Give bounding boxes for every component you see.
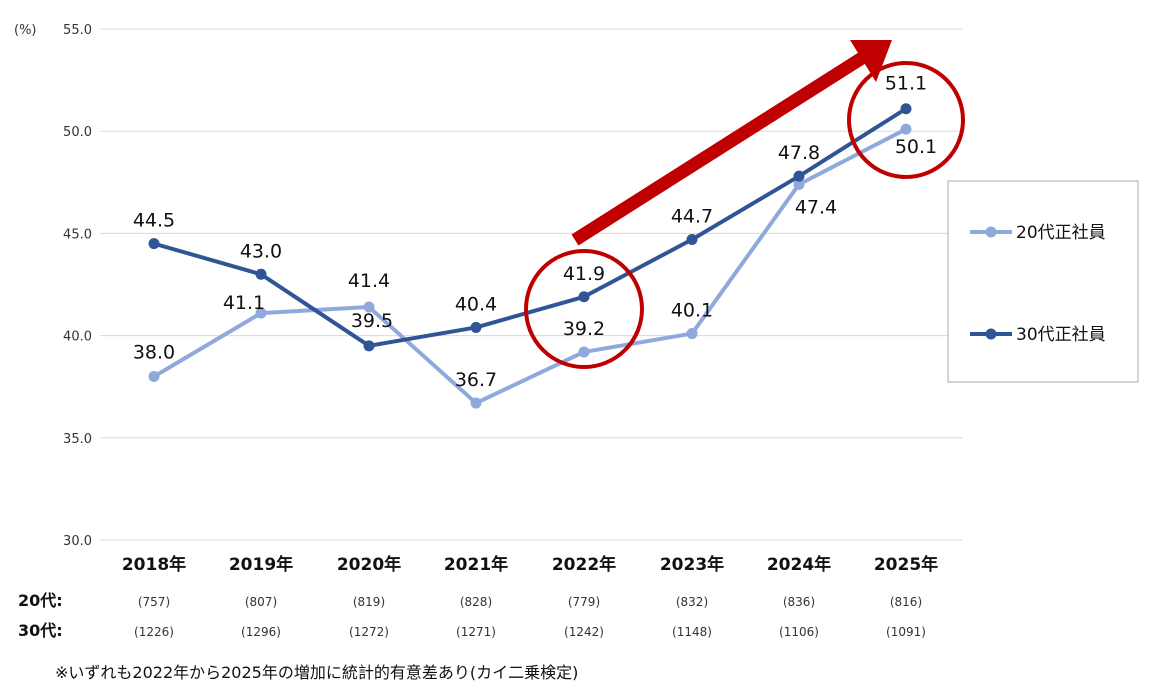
x-tick-label: 2021年 [444,554,508,575]
x-tick-label: 2024年 [767,554,831,575]
y-tick-label: 45.0 [63,227,92,242]
data-point-20s [148,370,160,382]
sample-size-20s: (832) [676,595,708,609]
data-label-30s: 47.8 [778,142,820,164]
series-line-20s [152,127,907,406]
series-line-30s [153,107,908,348]
x-tick-label: 2020年 [337,554,401,575]
sample-size-30s: (1226) [134,625,174,639]
annotations [524,40,965,369]
y-unit-label: (%) [14,23,37,38]
sample-size-20s: (828) [460,595,492,609]
legend-label: 30代正社員 [1016,325,1106,345]
data-point-30s [578,291,590,303]
legend-box [947,180,1139,383]
data-label-20s: 38.0 [133,341,175,363]
sample-size-30s: (1296) [241,625,281,639]
data-label-20s: 40.1 [671,300,713,322]
data-label-20s: 39.2 [563,318,605,340]
sample-size-20s: (807) [245,595,277,609]
data-label-20s: 41.1 [223,292,265,314]
data-point-30s [148,238,160,250]
data-label-30s: 51.1 [885,73,927,95]
data-point-30s [363,340,375,352]
y-tick-label: 55.0 [63,23,92,38]
sample-size-30s: (1106) [779,625,819,639]
data-point-20s [793,178,805,190]
sample-size-table: 20代: 30代: (757) (1226) (807) (1296) (819) (12… [18,591,926,640]
data-label-20s: 50.1 [895,136,937,158]
data-label-30s: 43.0 [240,240,282,262]
data-point-30s [686,234,698,246]
y-tick-label: 35.0 [63,432,92,447]
y-tick-label: 40.0 [63,330,92,345]
row-label-30s: 30代: [18,621,63,640]
sample-size-30s: (1271) [456,625,496,639]
trend-arrow-shaft [571,52,866,246]
trend-arrow-head [850,40,892,82]
x-axis: 2018年 2019年 2020年 2021年 2022年 2023年 2024年 2025年 [122,554,938,575]
row-label-20s: 20代: [18,591,63,610]
sample-size-20s: (816) [890,595,922,609]
y-tick-label: 50.0 [63,125,92,140]
data-point-30s [255,268,267,280]
y-axis: 30.0 35.0 40.0 45.0 50.0 55.0 [63,23,92,549]
sample-size-30s: (1272) [349,625,389,639]
legend: 20代正社員 30代正社員 [947,180,1139,383]
data-point-20s [470,397,482,409]
legend-swatch-marker [985,328,997,340]
footnote: ※いずれも2022年から2025年の増加に統計的有意差あり(カイ二乗検定) [55,663,578,682]
y-tick-label: 30.0 [63,534,92,549]
sample-size-30s: (1148) [672,625,712,639]
sample-size-30s: (1242) [564,625,604,639]
series-lines [148,103,912,409]
data-point-30s [470,321,482,333]
data-label-30s: 41.9 [563,263,605,285]
data-label-30s: 39.5 [351,310,393,332]
data-point-20s [255,307,267,319]
legend-label: 20代正社員 [1016,223,1106,243]
x-tick-label: 2019年 [229,554,293,575]
data-labels: 38.0 41.1 36.7 39.2 40.1 47.4 50.1 44.5 43.0 39.5… [133,73,937,391]
highlight-circle-2022 [524,249,644,369]
data-label-20s: 47.4 [795,196,837,218]
data-point-20s [686,328,698,340]
data-point-20s [900,123,912,135]
data-point-20s [578,346,590,358]
data-label-20s: 41.4 [348,270,390,292]
sample-size-30s: (1091) [886,625,926,639]
data-label-30s: 44.5 [133,210,175,232]
data-point-30s [900,103,912,115]
sample-size-20s: (757) [138,595,170,609]
data-point-30s [793,170,805,182]
sample-size-20s: (836) [783,595,815,609]
x-tick-label: 2023年 [660,554,724,575]
sample-size-20s: (819) [353,595,385,609]
data-label-30s: 44.7 [671,206,713,228]
legend-swatch-marker [985,226,997,238]
data-label-20s: 36.7 [455,369,497,391]
data-point-20s [363,301,375,313]
x-tick-label: 2018年 [122,554,186,575]
x-tick-label: 2025年 [874,554,938,575]
x-tick-label: 2022年 [552,554,616,575]
highlight-circle-2025 [847,61,965,179]
data-label-30s: 40.4 [455,293,497,315]
sample-size-20s: (779) [568,595,600,609]
